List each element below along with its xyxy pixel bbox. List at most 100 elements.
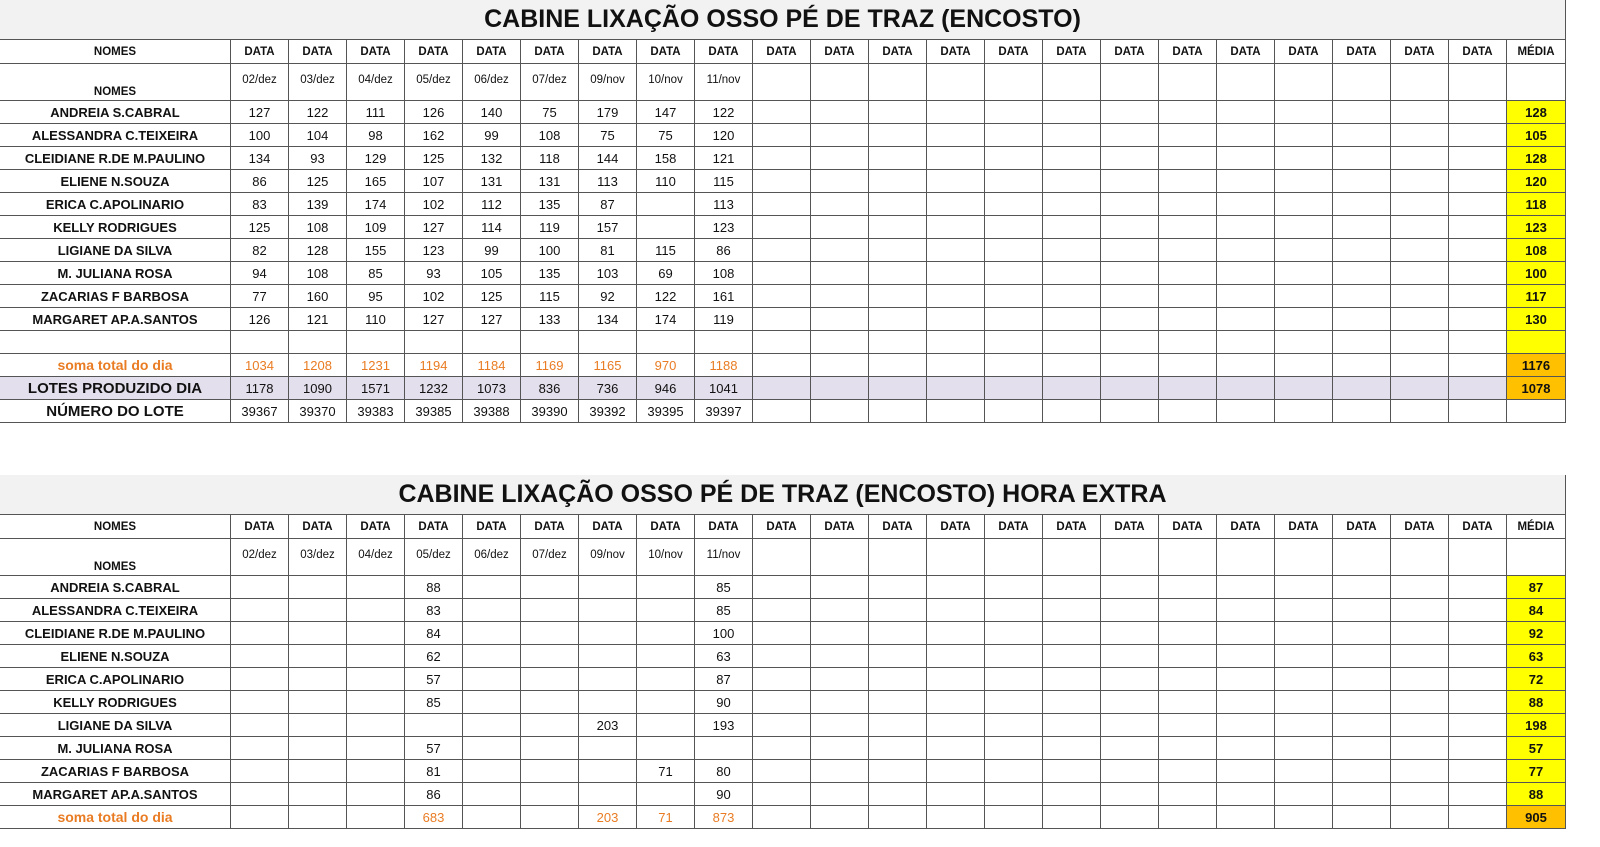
value-cell: 111 bbox=[347, 101, 405, 124]
value-cell bbox=[869, 783, 927, 806]
blank bbox=[1043, 331, 1101, 354]
blank bbox=[695, 331, 753, 354]
value-cell bbox=[1333, 239, 1391, 262]
value-cell bbox=[1159, 400, 1217, 423]
value-cell bbox=[869, 193, 927, 216]
value-cell bbox=[985, 354, 1043, 377]
value-cell bbox=[985, 216, 1043, 239]
blank bbox=[1391, 331, 1449, 354]
value-cell bbox=[1391, 400, 1449, 423]
value-cell: 1232 bbox=[405, 377, 463, 400]
value-cell bbox=[927, 147, 985, 170]
value-cell bbox=[521, 783, 579, 806]
value-cell bbox=[869, 714, 927, 737]
value-cell bbox=[927, 124, 985, 147]
value-cell bbox=[1159, 599, 1217, 622]
column-header: DATA bbox=[1101, 515, 1159, 539]
value-cell: 161 bbox=[695, 285, 753, 308]
value-cell bbox=[579, 760, 637, 783]
blank bbox=[869, 331, 927, 354]
value-cell bbox=[927, 308, 985, 331]
date-cell bbox=[1275, 64, 1333, 101]
value-cell: 39385 bbox=[405, 400, 463, 423]
value-cell bbox=[753, 285, 811, 308]
value-cell bbox=[1275, 101, 1333, 124]
column-header: MÉDIA bbox=[1507, 40, 1566, 64]
column-header: DATA bbox=[637, 40, 695, 64]
value-cell bbox=[637, 668, 695, 691]
value-cell bbox=[231, 622, 289, 645]
blank bbox=[521, 331, 579, 354]
value-cell bbox=[869, 400, 927, 423]
value-cell bbox=[231, 783, 289, 806]
value-cell bbox=[579, 576, 637, 599]
value-cell bbox=[637, 216, 695, 239]
value-cell bbox=[1275, 760, 1333, 783]
value-cell bbox=[231, 668, 289, 691]
value-cell bbox=[1159, 377, 1217, 400]
value-cell: 92 bbox=[579, 285, 637, 308]
value-cell bbox=[1333, 101, 1391, 124]
value-cell bbox=[1449, 124, 1507, 147]
column-header: DATA bbox=[289, 40, 347, 64]
value-cell: 131 bbox=[521, 170, 579, 193]
value-cell: 125 bbox=[231, 216, 289, 239]
value-cell bbox=[521, 645, 579, 668]
media-empty bbox=[1507, 64, 1566, 101]
value-cell bbox=[1391, 599, 1449, 622]
value-cell bbox=[1391, 354, 1449, 377]
value-cell bbox=[347, 714, 405, 737]
value-cell bbox=[1101, 668, 1159, 691]
value-cell bbox=[637, 622, 695, 645]
column-header: DATA bbox=[579, 515, 637, 539]
value-cell bbox=[1275, 124, 1333, 147]
date-cell bbox=[1043, 64, 1101, 101]
media-cell: 128 bbox=[1507, 147, 1566, 170]
value-cell: 39388 bbox=[463, 400, 521, 423]
value-cell: 135 bbox=[521, 193, 579, 216]
value-cell bbox=[1449, 101, 1507, 124]
value-cell bbox=[1275, 400, 1333, 423]
value-cell bbox=[637, 691, 695, 714]
value-cell bbox=[753, 400, 811, 423]
value-cell bbox=[753, 668, 811, 691]
value-cell bbox=[1333, 668, 1391, 691]
employee-name: KELLY RODRIGUES bbox=[0, 216, 231, 239]
media-empty bbox=[1507, 539, 1566, 576]
value-cell bbox=[927, 400, 985, 423]
value-cell bbox=[869, 760, 927, 783]
value-cell bbox=[1159, 691, 1217, 714]
value-cell: 1184 bbox=[463, 354, 521, 377]
value-cell bbox=[1275, 354, 1333, 377]
value-cell bbox=[985, 262, 1043, 285]
value-cell: 1178 bbox=[231, 377, 289, 400]
value-cell: 1208 bbox=[289, 354, 347, 377]
value-cell bbox=[521, 622, 579, 645]
value-cell: 1034 bbox=[231, 354, 289, 377]
value-cell bbox=[1333, 645, 1391, 668]
blank bbox=[1449, 331, 1507, 354]
value-cell bbox=[1217, 645, 1275, 668]
media-cell: 123 bbox=[1507, 216, 1566, 239]
value-cell bbox=[985, 285, 1043, 308]
column-header: DATA bbox=[405, 40, 463, 64]
value-cell bbox=[1275, 714, 1333, 737]
column-header: DATA bbox=[985, 515, 1043, 539]
value-cell bbox=[985, 101, 1043, 124]
date-cell bbox=[927, 539, 985, 576]
table-title: CABINE LIXAÇÃO OSSO PÉ DE TRAZ (ENCOSTO)… bbox=[0, 475, 1566, 515]
value-cell bbox=[1391, 101, 1449, 124]
blank-media bbox=[1507, 331, 1566, 354]
value-cell: 121 bbox=[289, 308, 347, 331]
value-cell bbox=[753, 354, 811, 377]
value-cell bbox=[521, 806, 579, 829]
value-cell: 1090 bbox=[289, 377, 347, 400]
value-cell bbox=[1333, 193, 1391, 216]
value-cell bbox=[811, 668, 869, 691]
value-cell bbox=[1449, 599, 1507, 622]
value-cell bbox=[1333, 262, 1391, 285]
date-cell: 04/dez bbox=[347, 539, 405, 576]
value-cell: 122 bbox=[289, 101, 347, 124]
media-cell: 905 bbox=[1507, 806, 1566, 829]
value-cell bbox=[1333, 400, 1391, 423]
